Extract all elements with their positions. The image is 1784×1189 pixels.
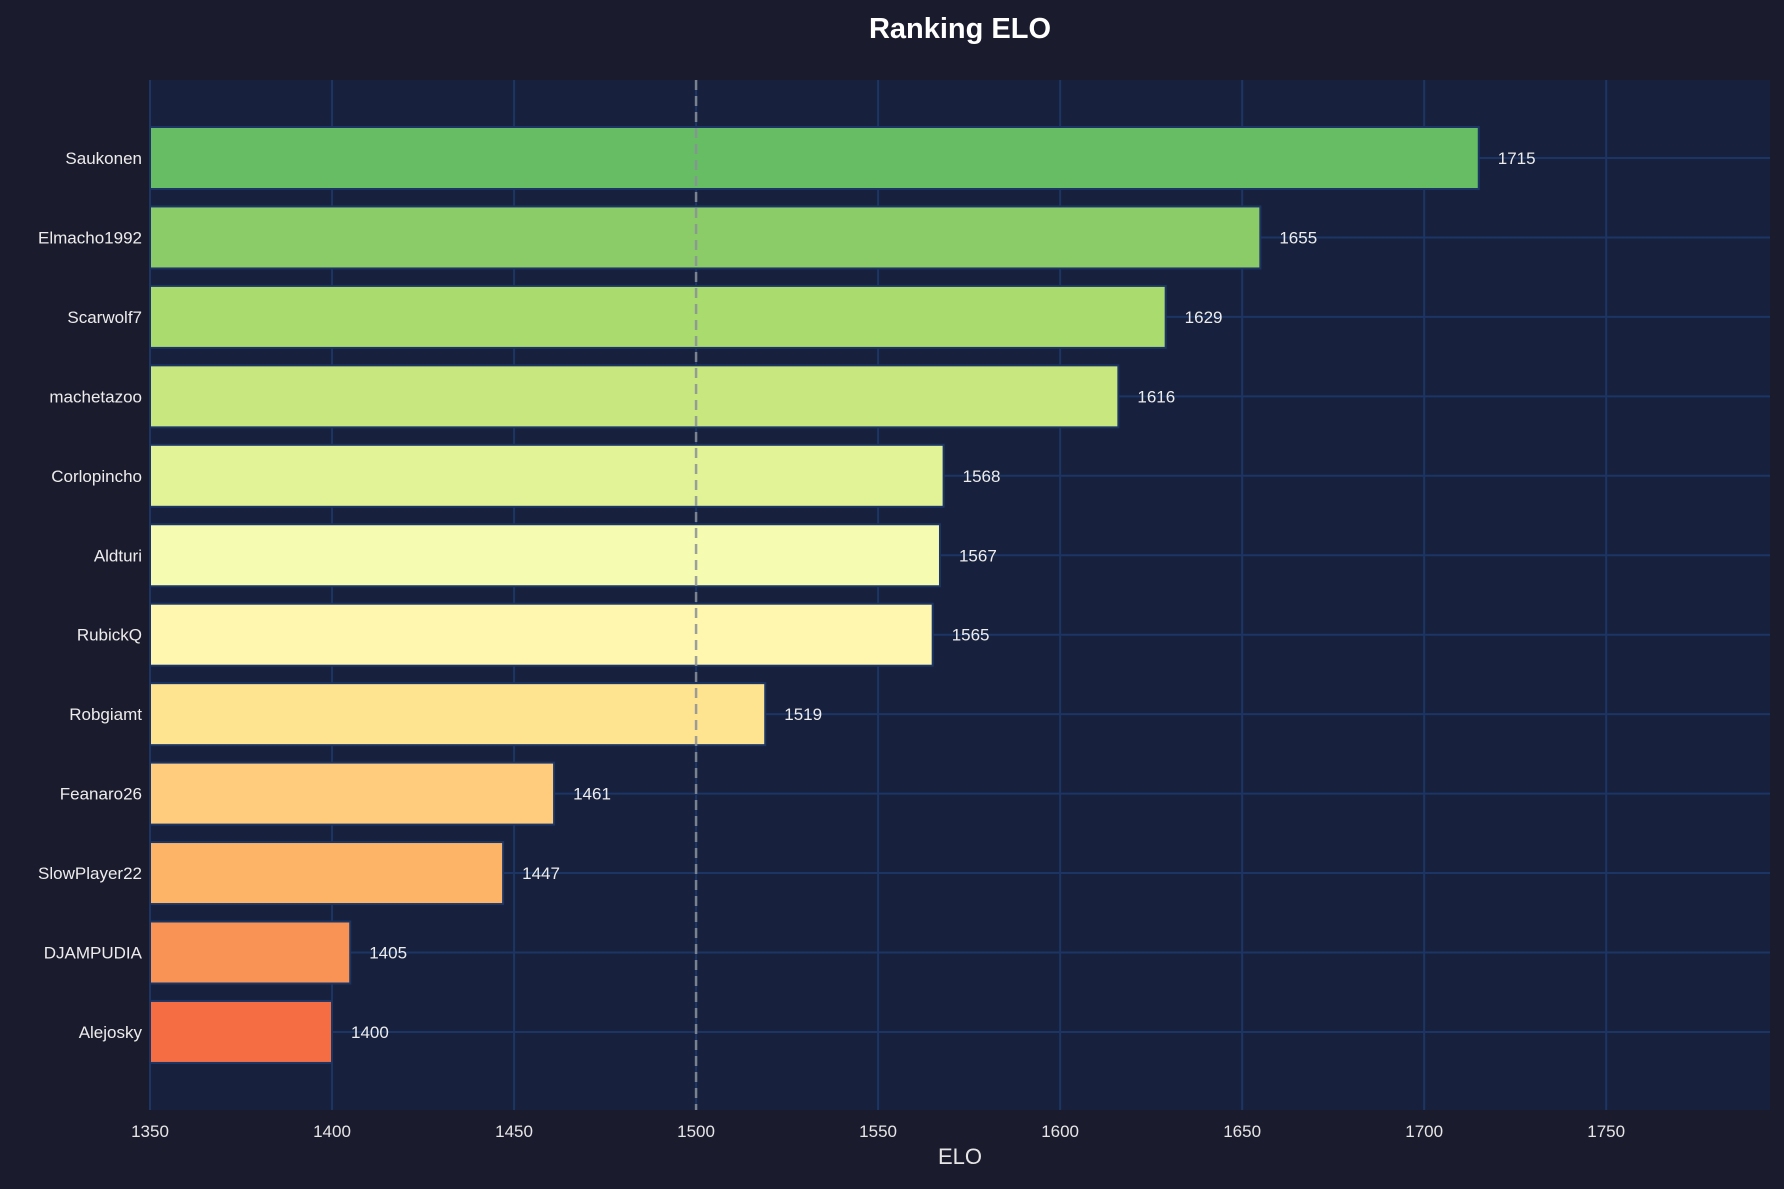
x-tick-label: 1500 [677, 1122, 715, 1141]
bar [149, 284, 1167, 349]
y-tick-label: Robgiamt [69, 705, 142, 724]
y-tick-label: DJAMPUDIA [44, 944, 143, 963]
bar [149, 999, 334, 1064]
x-tick-labels: 1350 1400 1450 1500 1550 1600 1650 1700 1750 [131, 1122, 1625, 1141]
bar [149, 364, 1120, 429]
bar [149, 523, 941, 588]
y-tick-label: SlowPlayer22 [38, 864, 142, 883]
value-label: 1519 [784, 705, 822, 724]
x-axis-label: ELO [938, 1144, 982, 1169]
value-label: 1715 [1498, 149, 1536, 168]
value-label: 1400 [351, 1023, 389, 1042]
value-label: 1447 [522, 864, 560, 883]
x-tick-label: 1450 [495, 1122, 533, 1141]
bar [149, 602, 934, 667]
x-tick-label: 1350 [131, 1122, 169, 1141]
bar [149, 443, 945, 508]
value-label: 1616 [1137, 387, 1175, 406]
y-tick-label: Aldturi [94, 546, 142, 565]
value-label: 1567 [959, 546, 997, 565]
value-label: 1461 [573, 785, 611, 804]
bars [149, 126, 1480, 1064]
y-tick-label: RubickQ [77, 626, 142, 645]
y-tick-label: Elmacho1992 [38, 228, 142, 247]
x-tick-label: 1550 [859, 1122, 897, 1141]
y-tick-labels: Saukonen Elmacho1992 Scarwolf7 machetazoo Co… [38, 149, 143, 1042]
y-tick-label: machetazoo [49, 387, 142, 406]
bar [149, 682, 767, 747]
value-label: 1565 [952, 626, 990, 645]
value-label: 1405 [369, 944, 407, 963]
bar [149, 920, 352, 985]
bar [149, 205, 1262, 270]
x-tick-label: 1650 [1223, 1122, 1261, 1141]
y-tick-label: Corlopincho [51, 467, 142, 486]
x-tick-label: 1750 [1587, 1122, 1625, 1141]
y-tick-label: Alejosky [79, 1023, 143, 1042]
y-tick-label: Scarwolf7 [67, 308, 142, 327]
bar [149, 841, 505, 906]
x-tick-label: 1700 [1405, 1122, 1443, 1141]
x-tick-label: 1400 [313, 1122, 351, 1141]
y-tick-label: Feanaro26 [60, 785, 142, 804]
value-label: 1629 [1185, 308, 1223, 327]
chart-title: Ranking ELO [869, 13, 1051, 45]
bar [149, 761, 556, 826]
y-tick-label: Saukonen [65, 149, 142, 168]
bar [149, 126, 1480, 190]
value-label: 1655 [1279, 228, 1317, 247]
value-label: 1568 [963, 467, 1001, 486]
value-labels: 1715 1655 1629 1616 1568 1567 1565 1519 1461 1447… [351, 149, 1536, 1042]
x-tick-label: 1600 [1041, 1122, 1079, 1141]
